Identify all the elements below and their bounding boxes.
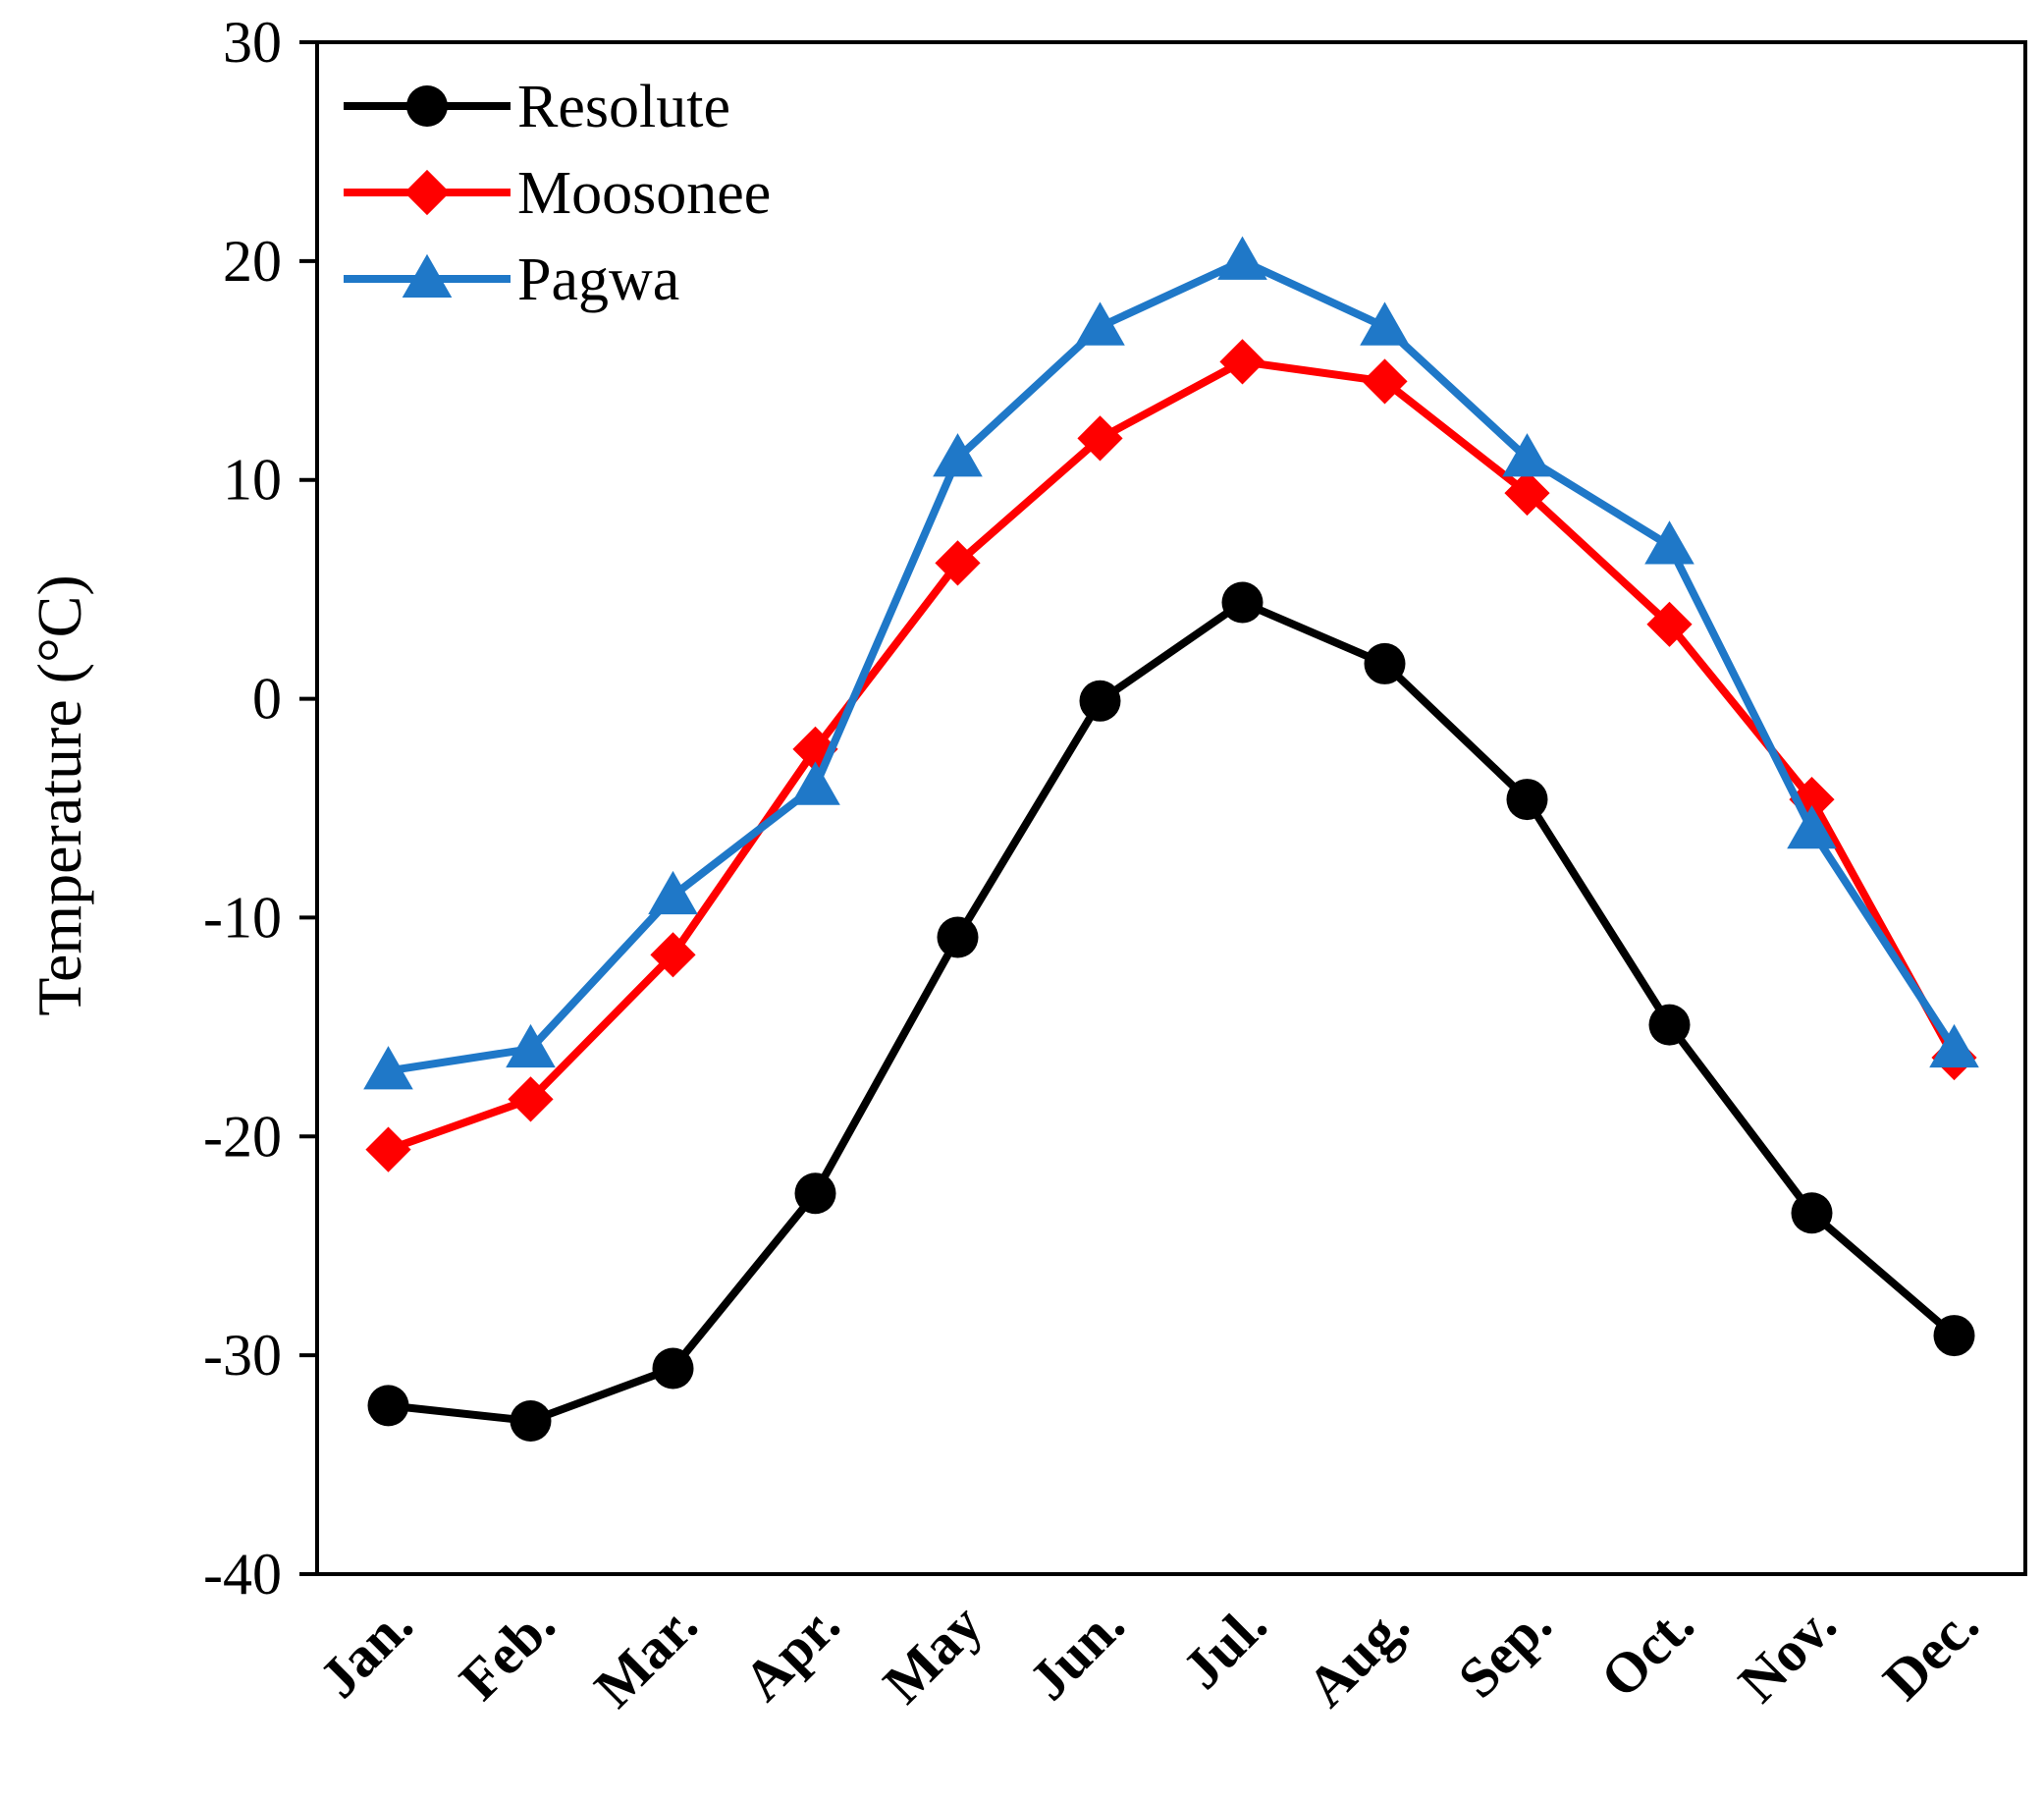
legend-marker [403,169,451,216]
y-axis-ticks: 30 20 10 0 -10 -20 -30 -40 [203,10,317,1607]
legend-marker [402,253,453,298]
x-category-label: Jan. [307,1592,425,1710]
x-category-label: Sep. [1446,1592,1564,1710]
data-point [506,1023,556,1068]
data-point [508,1076,554,1122]
data-point [1219,339,1265,385]
data-point [1079,680,1121,722]
legend-item: Resolute [344,74,730,140]
data-point [1502,433,1552,477]
y-tick-label: 20 [223,229,282,294]
data-point [1787,804,1837,849]
y-axis-title: Temperature (°C) [25,574,94,1015]
legend-marker [406,85,448,127]
x-category-label: Jun. [1016,1592,1136,1712]
x-category-label: May [871,1592,995,1716]
x-category-label: Oct. [1588,1592,1706,1710]
data-point [652,1347,694,1390]
data-point [1504,469,1550,517]
data-point [1791,1192,1833,1234]
data-point [1929,1023,1979,1068]
data-point [1077,415,1123,462]
legend-label: Pagwa [517,246,679,313]
data-point [510,1400,552,1442]
data-point [792,726,838,772]
series-line [387,357,1959,1154]
data-point [365,1126,411,1172]
legend-item: Pagwa [344,246,679,313]
x-axis-categories: Jan. Feb. Mar. Apr. May Jun. Jul. Aug. Sep. Oct. N… [307,1592,1991,1719]
x-category-label: Apr. [731,1592,852,1713]
x-category-label: Jul. [1170,1592,1279,1701]
data-point [1362,358,1408,405]
y-tick-label: -20 [203,1104,282,1169]
data-point [933,433,983,477]
x-category-label: Aug. [1295,1592,1422,1718]
series-moosonee [365,339,1977,1172]
data-point [1933,1315,1975,1357]
y-tick-label: 10 [223,448,282,513]
plot-area-frame [315,40,2027,1576]
data-point [650,932,696,978]
y-tick-label: -40 [203,1542,282,1607]
legend-item: Moosonee [344,160,771,227]
data-point [1075,301,1125,346]
y-tick-label: 0 [252,667,282,732]
y-tick-label: -30 [203,1323,282,1388]
data-point [1646,601,1693,647]
legend-label: Resolute [517,74,730,140]
x-category-label: Dec. [1870,1592,1990,1712]
x-category-label: Nov. [1726,1592,1849,1715]
legend: Resolute Moosonee Pagwa [344,74,771,313]
data-point [1648,1004,1691,1046]
data-point [1364,642,1406,684]
series-layer [363,236,1979,1442]
data-point [1217,236,1267,280]
series-line [387,256,1958,1075]
legend-label: Moosonee [517,160,771,227]
series-pagwa [363,236,1979,1090]
data-point [937,916,979,958]
data-point [790,761,840,805]
data-point [794,1172,836,1215]
data-point [935,540,981,586]
x-category-label: Mar. [582,1592,710,1719]
data-point [363,1046,413,1090]
data-point [1506,779,1548,821]
data-point [1789,776,1835,823]
data-point [1644,520,1694,565]
y-tick-label: -10 [203,885,282,950]
data-point [367,1385,409,1427]
series-line [388,598,1958,1425]
x-category-label: Feb. [447,1592,566,1712]
series-resolute [367,581,1975,1442]
y-tick-label: 30 [223,10,282,75]
data-point [1221,581,1264,624]
data-point [1360,301,1410,346]
data-point [648,870,698,915]
